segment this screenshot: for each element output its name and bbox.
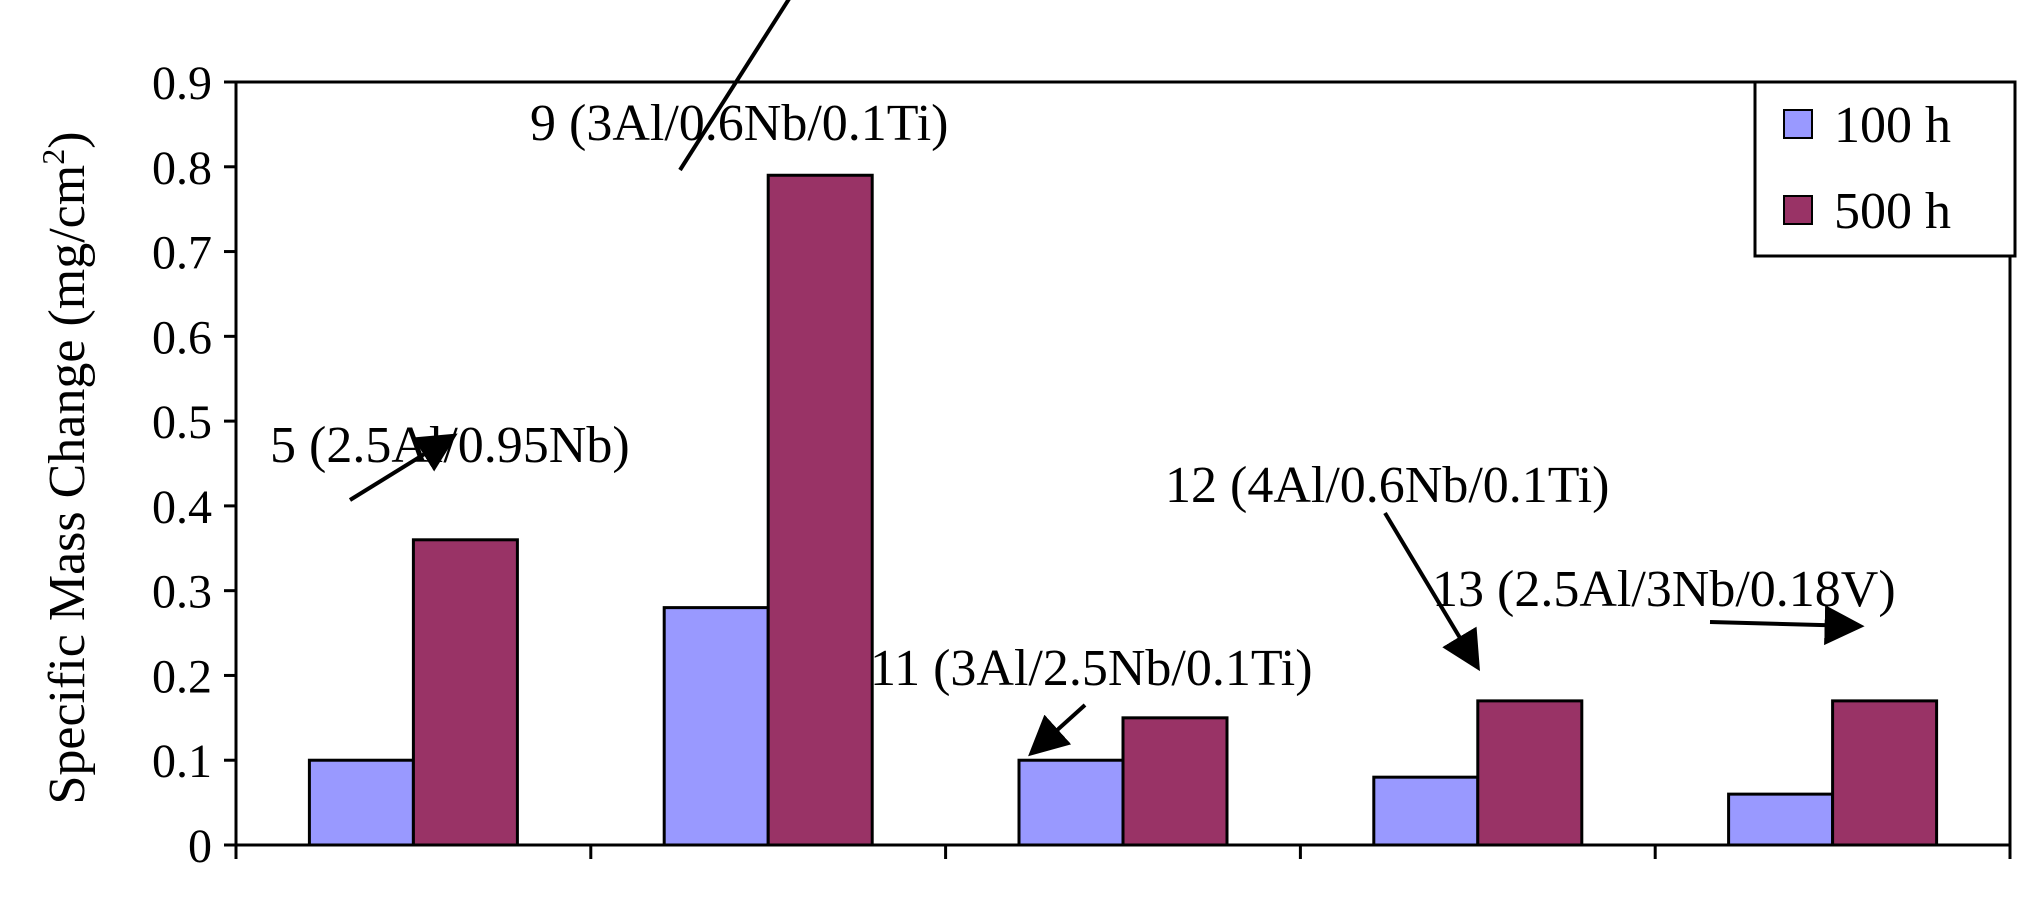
annotation-arrow-9 — [678, 0, 791, 172]
y-tick-label: 0.3 — [152, 566, 212, 619]
y-tick-label: 0.8 — [152, 142, 212, 195]
legend-label-100h: 100 h — [1834, 97, 1951, 154]
bar-500h-13 — [1831, 699, 1939, 847]
annotation-arrow-5 — [348, 433, 458, 502]
legend-swatch-100h — [1783, 109, 1813, 139]
y-tick-label: 0 — [188, 820, 212, 873]
y-tick-label: 0.7 — [152, 227, 212, 280]
bars — [307, 173, 1939, 847]
bar-100h-13 — [1727, 792, 1835, 847]
y-tick-label: 0.5 — [152, 396, 212, 449]
bar-500h-5 — [411, 538, 519, 847]
y-tick-label: 0.2 — [152, 650, 212, 703]
y-tick-label: 0.9 — [152, 57, 212, 110]
annotation-label-9: 9 (3Al/0.6Nb/0.1Ti) — [530, 95, 948, 152]
bar-500h-11 — [1121, 716, 1229, 847]
y-axis-label: Specific Mass Change (mg/cm2) — [35, 131, 96, 804]
annotations: 5 (2.5Al/0.95Nb) 9 (3Al/0.6Nb/0.1Ti) 11 (3… — [270, 0, 1896, 757]
bar-500h-12 — [1476, 699, 1584, 847]
legend-label-500h: 500 h — [1834, 183, 1951, 240]
annotation-label-11: 11 (3Al/2.5Nb/0.1Ti) — [870, 640, 1313, 697]
bar-100h-5 — [307, 758, 415, 847]
y-tick-label: 0.4 — [152, 481, 212, 534]
y-axis: 0 0.1 0.2 0.3 0.4 0.5 0.6 0.7 0.8 0.9 — [152, 57, 2012, 873]
annotation-arrow-11 — [1028, 703, 1087, 757]
y-tick-label: 0.6 — [152, 311, 212, 364]
annotation-label-5: 5 (2.5Al/0.95Nb) — [270, 417, 630, 474]
bar-100h-11 — [1017, 758, 1125, 847]
legend: 100 h 500 h — [1753, 80, 2017, 258]
annotation-label-12: 12 (4Al/0.6Nb/0.1Ti) — [1165, 457, 1609, 514]
annotation-arrow-13 — [1709, 605, 1865, 646]
y-tick-label: 0.1 — [152, 735, 212, 788]
annotation-arrow-12 — [1383, 511, 1480, 672]
legend-swatch-500h — [1783, 195, 1813, 225]
bar-100h-12 — [1372, 775, 1480, 847]
x-axis — [234, 843, 2012, 859]
annotation-label-13: 13 (2.5Al/3Nb/0.18V) — [1432, 561, 1896, 618]
bar-100h-9 — [662, 606, 770, 847]
bar-500h-9 — [766, 173, 874, 847]
